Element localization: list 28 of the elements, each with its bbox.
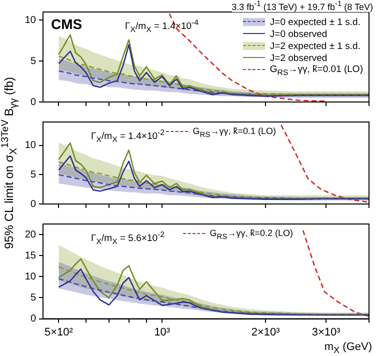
- legend-label: J=2 observed: [270, 52, 328, 64]
- legend-label: G$_{RS}$→γγ, k̃=0.01 (LO): [270, 64, 363, 76]
- annotation: Γ$_{X}$/m$_{X}$ = 5.6×10$^{-2}$: [91, 230, 165, 246]
- y-tick-label: 15: [24, 250, 36, 262]
- legend-label: G$_{RS}$→γγ, k̃=0.1 (LO): [192, 126, 276, 138]
- y-tick-label: 0: [30, 198, 36, 210]
- y-tick-label: 10: [24, 271, 36, 282]
- legend-label: G$_{RS}$→γγ, k̃=0.2 (LO): [210, 228, 293, 240]
- x-axis-title: m$_{X}$ (GeV): [324, 341, 372, 356]
- annotation: Γ$_{X}$/m$_{X}$ = 1.4×10$^{-4}$: [125, 18, 199, 34]
- x-tick-label: 2×10³: [251, 326, 280, 338]
- chart-subtitle: 3.3 fb$^{-1}$ (13 TeV) + 19.7 fb$^{-1}$ (8 TeV): [232, 0, 373, 12]
- y-tick-label: 10: [24, 14, 36, 26]
- legend-label: J=0 observed: [270, 28, 328, 40]
- y-tick-label: 5: [30, 292, 36, 304]
- x-tick-label: 5×10²: [44, 326, 74, 338]
- legend-label: J=2 expected ± 1 s.d.: [270, 40, 360, 52]
- y-tick-label: 5: [30, 56, 36, 67]
- y-tick-label: 0: [30, 314, 36, 325]
- annotation: Γ$_{X}$/m$_{X}$ = 1.4×10$^{-2}$: [91, 128, 165, 144]
- legend-label: J=0 expected ± 1 s.d.: [270, 16, 360, 28]
- y-tick-label: 5: [30, 169, 36, 180]
- y-tick-label: 0: [30, 96, 36, 108]
- chart-title: CMS: [51, 16, 82, 32]
- y-tick-label: 20: [24, 229, 36, 240]
- y-tick-label: 10: [24, 140, 36, 152]
- x-tick-label: 3×10³: [312, 326, 341, 338]
- x-tick-label: 10³: [154, 326, 170, 338]
